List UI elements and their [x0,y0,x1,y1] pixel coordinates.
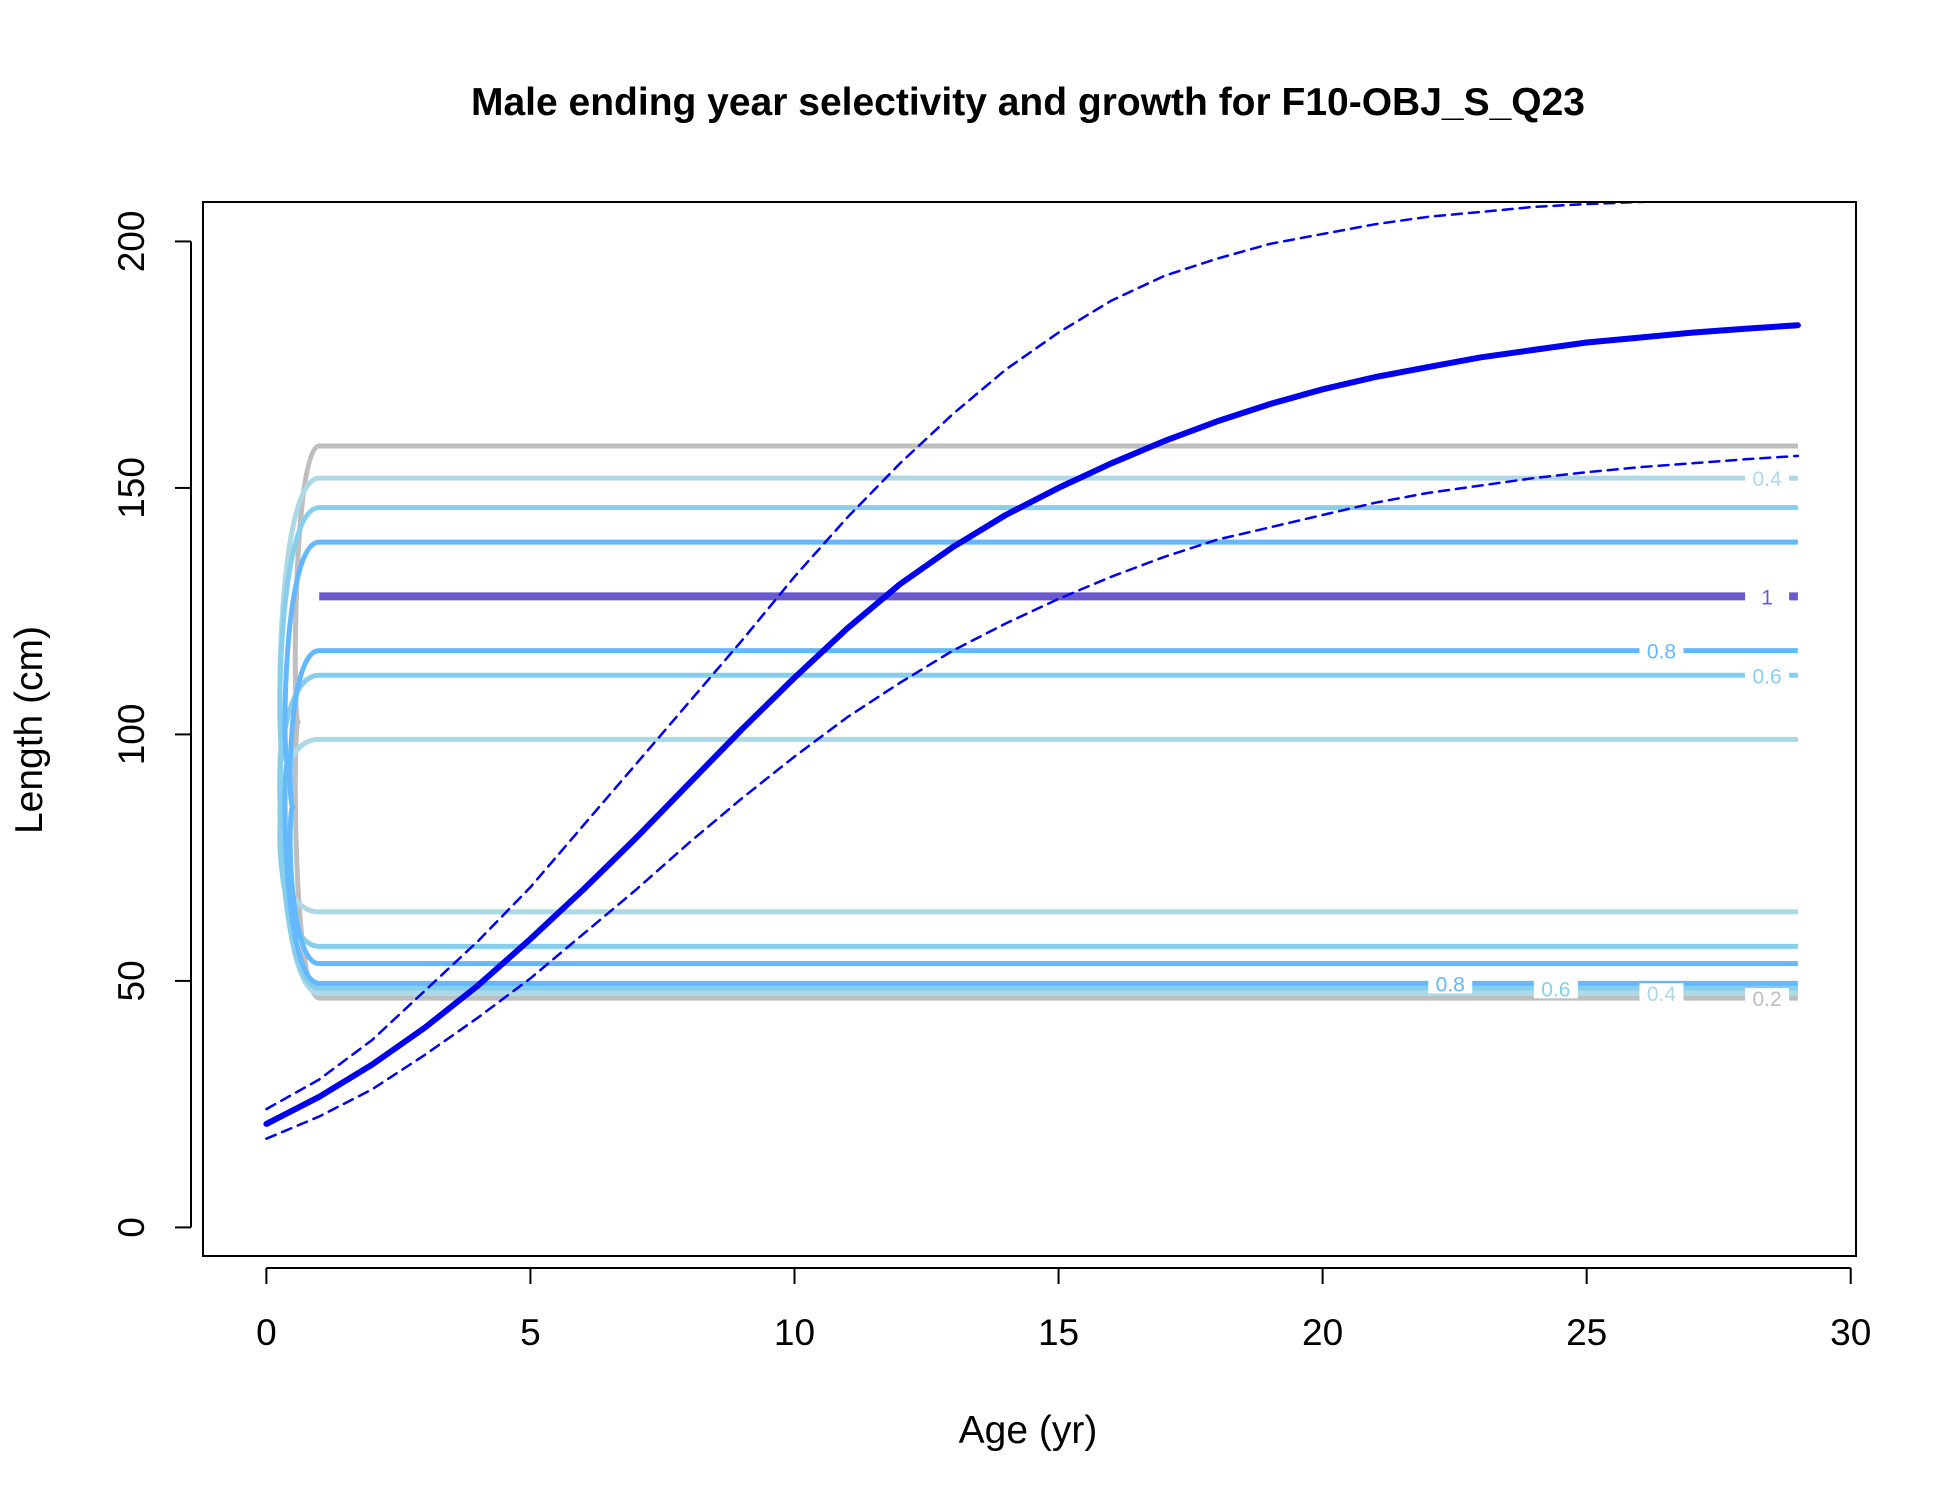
y-tick-label: 150 [111,457,152,519]
contour-0_8-group-6 [287,648,1798,967]
contour-label-backing [1745,988,1790,1009]
plot-frame [202,201,1857,1257]
x-tick-label: 10 [774,1312,815,1353]
growth-interval-line-1 [265,202,1666,1111]
contour-0_4-group-2 [277,736,1798,915]
contour-0_8-line [282,539,1798,986]
contour-0_2-line [292,443,1798,1001]
contour-label-0_8: 0.8 [1647,641,1676,664]
contour-0_6-group-4 [277,672,1798,949]
contour-0_8-group-5 [282,539,1798,986]
chart-title: Male ending year selectivity and growth … [471,81,1585,124]
contour-label-backing [1745,468,1790,489]
x-tick-label: 0 [256,1312,277,1353]
contour-0_6-line [277,505,1798,991]
contour-label-backing [1639,983,1684,1004]
growth-interval-line-2 [265,454,1800,1140]
contour-label-0_2: 0.2 [1752,988,1781,1011]
x-axis-title: Age (yr) [959,1409,1098,1452]
contour-label-0_4: 0.4 [1752,468,1782,491]
contour-label-backing [1745,665,1790,686]
contour-0_6-line [277,672,1798,949]
y-tick-label: 200 [111,211,152,273]
contour-label-backing [1639,640,1684,661]
contour-0_4-line [277,736,1798,915]
contour-label-1: 1 [1761,586,1773,609]
contour-0_4-group-1 [277,475,1798,996]
y-tick-label: 0 [111,1217,152,1238]
contour-0_8-line [287,648,1798,967]
plot-contents: 0.2 0.4 0.4 0.6 0.6 0.8 0.8 1 [263,202,1801,1140]
contour-label-backing [1533,978,1578,999]
contour-label-0_6: 0.6 [1752,665,1781,688]
contour-label-0_8: 0.8 [1436,973,1465,996]
contour-label-backing [1745,586,1790,607]
x-tick-label: 20 [1302,1312,1343,1353]
contour-label-backing [1428,973,1473,994]
contour-label-0_4: 0.4 [1647,983,1677,1006]
x-tick-label: 5 [520,1312,541,1353]
y-tick-label: 100 [111,704,152,766]
contour-label-0_6: 0.6 [1541,978,1570,1001]
plot-area: 0.20.40.40.60.60.80.810 5 10 15 20 25 30050100… [111,201,1871,1353]
contour-0_6-group-3 [277,505,1798,991]
contour-0_2-group-0 [292,443,1798,1001]
y-tick-label: 50 [111,960,152,1001]
x-tick-label: 30 [1830,1312,1871,1353]
y-axis-title: Length (cm) [8,626,51,834]
growth-mean-line [263,322,1801,1127]
x-tick-label: 25 [1566,1312,1607,1353]
x-tick-label: 15 [1038,1312,1079,1353]
contour-0_4-line [277,475,1798,996]
